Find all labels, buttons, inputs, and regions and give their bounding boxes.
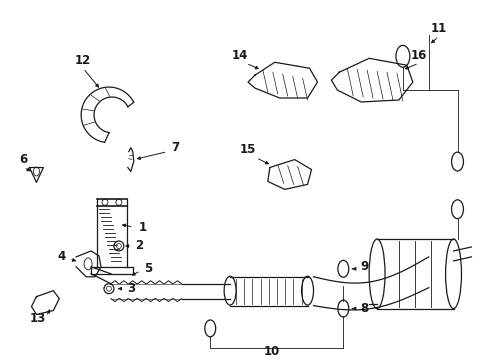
Text: 12: 12 [75, 54, 91, 67]
Text: 8: 8 [359, 302, 367, 315]
Text: 4: 4 [57, 251, 65, 264]
Text: 14: 14 [231, 49, 248, 62]
Text: 5: 5 [144, 262, 152, 275]
Text: 16: 16 [410, 49, 426, 62]
Text: 3: 3 [126, 282, 135, 295]
Text: 10: 10 [263, 345, 279, 358]
Text: 6: 6 [20, 153, 28, 166]
Text: 15: 15 [239, 143, 256, 156]
Text: 2: 2 [134, 239, 142, 252]
Text: 9: 9 [359, 260, 367, 273]
Text: 1: 1 [139, 221, 146, 234]
Text: 11: 11 [429, 22, 446, 35]
Text: 7: 7 [171, 141, 179, 154]
Text: 13: 13 [29, 312, 45, 325]
